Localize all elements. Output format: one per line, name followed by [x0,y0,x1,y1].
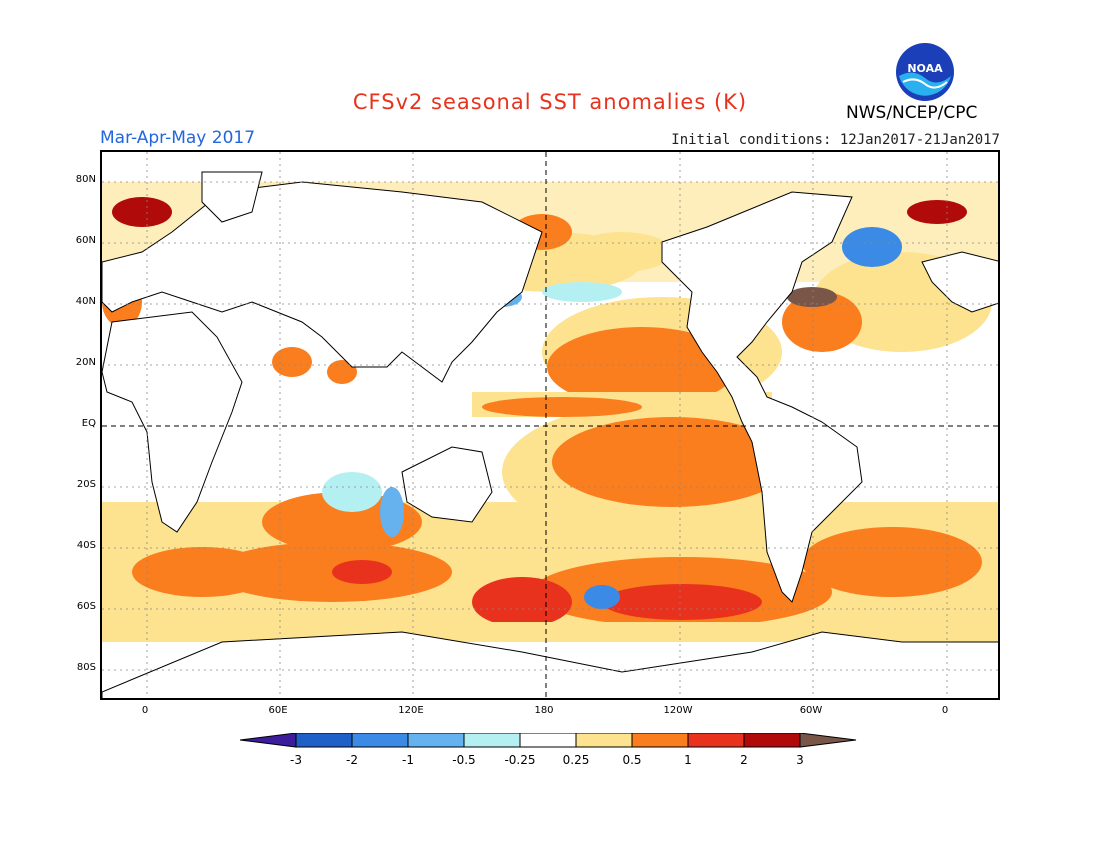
colorbar-label: 0.25 [562,753,590,767]
colorbar-swatch [575,733,633,748]
lon-label: 0 [141,705,149,716]
graticule [102,152,998,698]
colorbar-swatch [463,733,521,748]
lon-label: 60E [268,705,288,716]
agency-label: NWS/NCEP/CPC [846,103,978,123]
initial-conditions-label: Initial conditions: 12Jan2017-21Jan2017 [671,132,1000,148]
lon-label: 60W [799,705,823,716]
colorbar-swatch [295,733,353,748]
colorbar-swatch [687,733,745,748]
colorbar-swatch [743,733,801,748]
lon-label: 120E [398,705,424,716]
lat-label: 60S [76,601,96,612]
lat-label: 40N [75,296,96,307]
colorbar-label: -0.5 [452,753,476,767]
lat-label: 20S [76,479,96,490]
colorbar-swatch [351,733,409,748]
colorbar-swatch [240,733,297,748]
colorbar-label: 2 [740,753,748,767]
noaa-logo-icon: NOAA [896,43,954,101]
colorbar-label: -1 [402,753,414,767]
lon-label: 0 [941,705,949,716]
colorbar [240,733,857,748]
sst-anomaly-map [100,150,1000,700]
lon-label: 120W [663,705,693,716]
season-label: Mar-Apr-May 2017 [100,128,256,148]
colorbar-label: -2 [346,753,358,767]
colorbar-swatch [407,733,465,748]
colorbar-swatch [799,733,857,748]
chart-title: CFSv2 seasonal SST anomalies (K) [352,90,748,114]
lat-label: 80S [76,662,96,673]
lat-label: EQ [81,418,96,429]
lat-label: 20N [75,357,96,368]
colorbar-label: -0.25 [504,753,536,767]
colorbar-swatch [631,733,689,748]
lat-label: 40S [76,540,96,551]
colorbar-label: 0.5 [622,753,642,767]
colorbar-label: 3 [796,753,804,767]
svg-text:NOAA: NOAA [907,62,943,75]
lat-label: 80N [75,174,96,185]
colorbar-label: -3 [290,753,302,767]
lon-label: 180 [534,705,554,716]
reference-lines [102,152,998,698]
anomaly-field [102,182,998,642]
colorbar-swatch [519,733,577,748]
coastlines [102,171,998,698]
colorbar-label: 1 [684,753,692,767]
lat-label: 60N [75,235,96,246]
